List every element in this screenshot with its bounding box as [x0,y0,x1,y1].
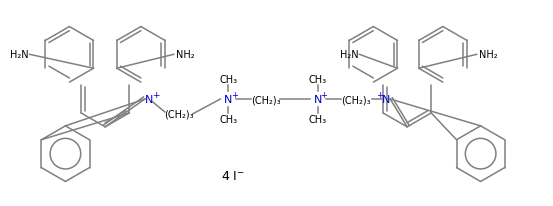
Text: N: N [145,95,153,104]
Text: (CH₂)₃: (CH₂)₃ [251,95,281,104]
Text: NH₂: NH₂ [479,50,497,60]
Text: +: + [377,90,384,99]
Text: CH₃: CH₃ [309,114,327,124]
Text: +: + [152,90,160,99]
Text: N: N [382,95,390,104]
Text: CH₃: CH₃ [309,75,327,85]
Text: N: N [314,95,322,104]
Text: +: + [231,90,238,99]
Text: N: N [224,95,232,104]
Text: (CH₂)₃: (CH₂)₃ [341,95,371,104]
Text: CH₃: CH₃ [219,75,237,85]
Text: CH₃: CH₃ [219,114,237,124]
Text: +: + [320,90,327,99]
Text: (CH₂)₃: (CH₂)₃ [164,109,194,119]
Text: H₂N: H₂N [10,50,28,60]
Text: 4 I$^{-}$: 4 I$^{-}$ [221,169,246,182]
Text: NH₂: NH₂ [176,50,194,60]
Text: H₂N: H₂N [340,50,358,60]
